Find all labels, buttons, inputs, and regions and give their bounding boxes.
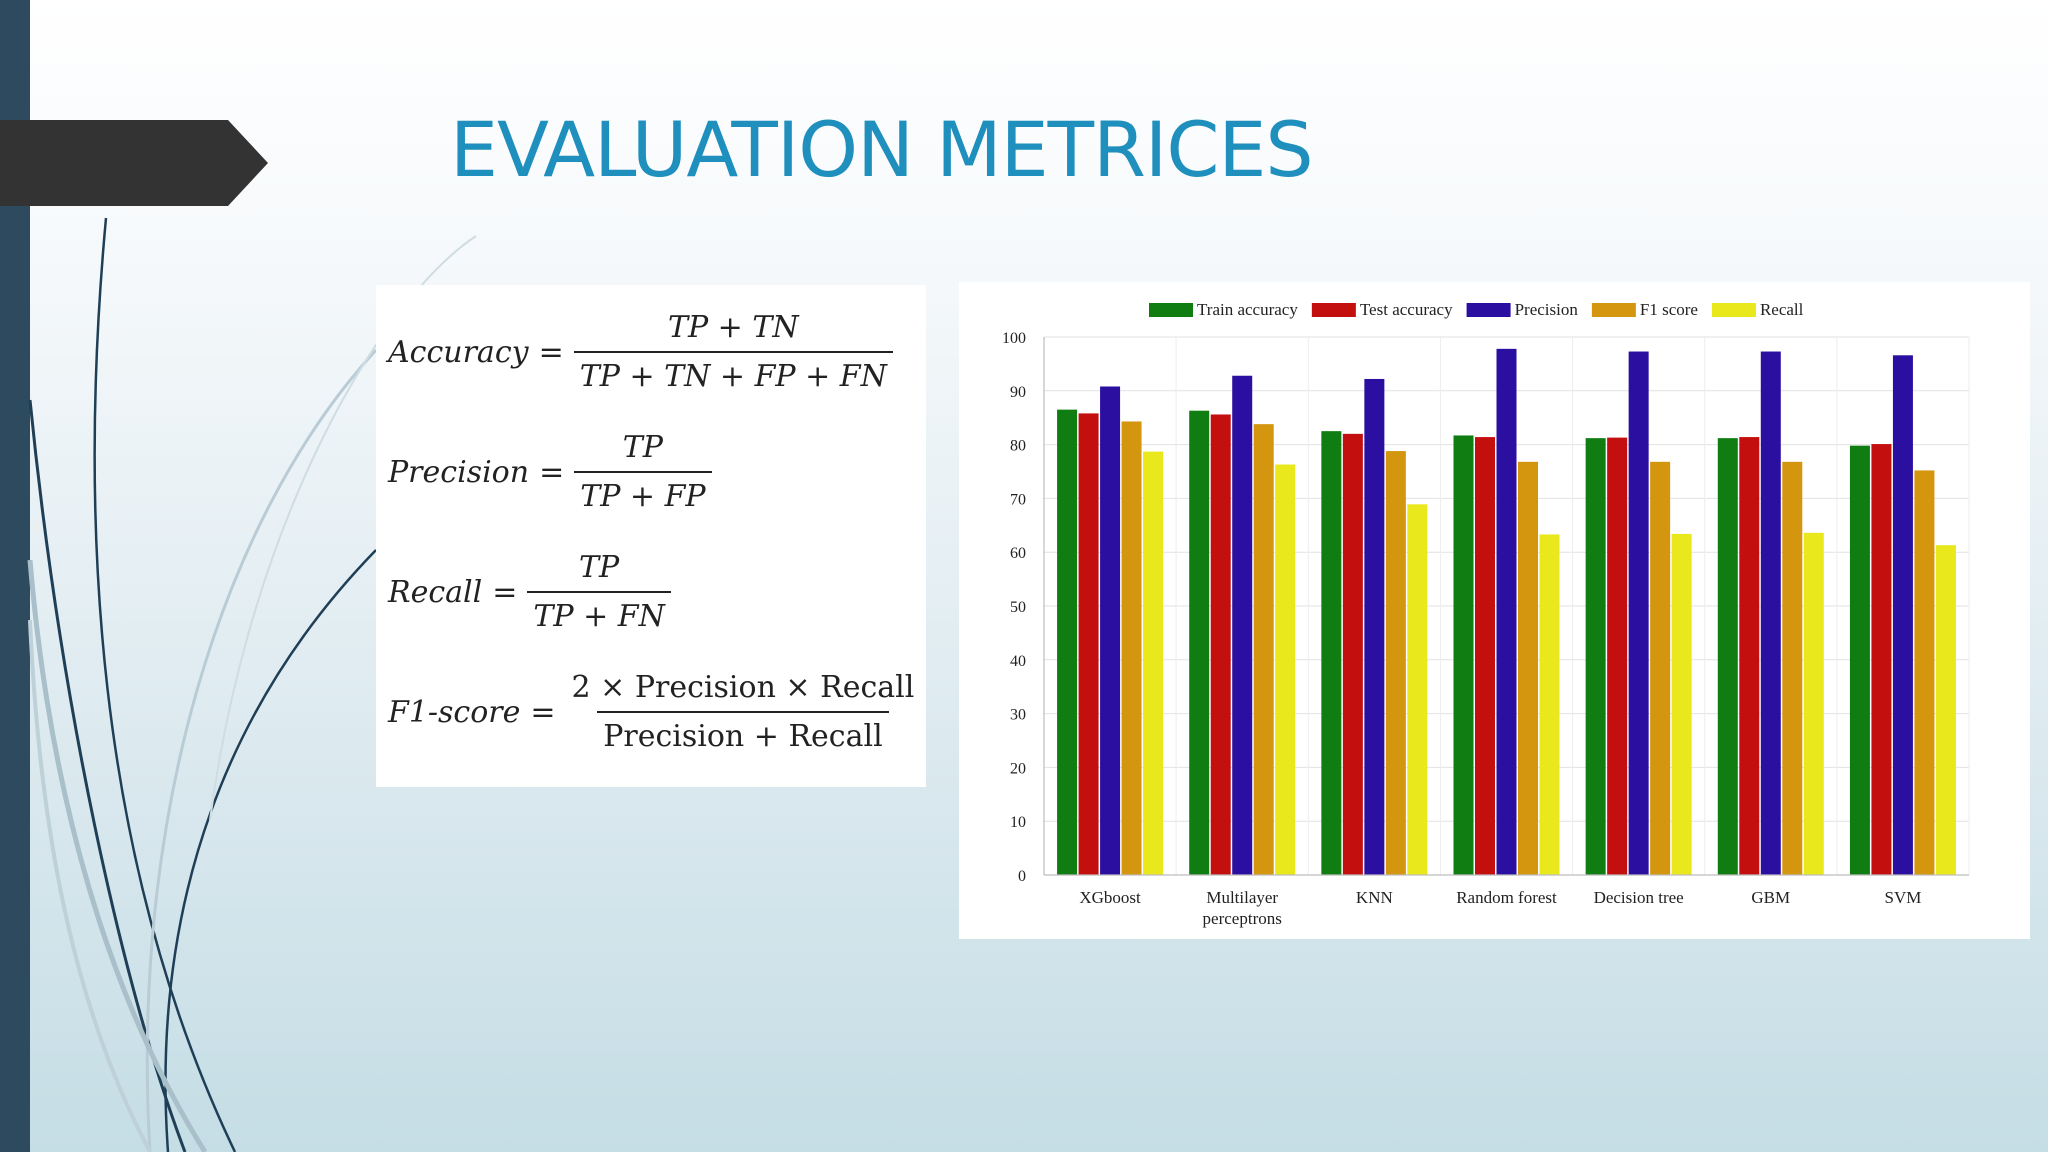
- equals-sign: =: [530, 694, 556, 730]
- equals-sign: =: [539, 454, 565, 490]
- y-tick-label: 50: [1010, 599, 1026, 616]
- bar: [1760, 351, 1781, 875]
- formula-name: Recall: [388, 574, 483, 610]
- title-arrow-tab: [0, 120, 268, 206]
- y-tick-label: 0: [1018, 868, 1026, 885]
- bar: [1849, 445, 1870, 875]
- legend-swatch: [1466, 303, 1511, 317]
- legend-label: Test accuracy: [1360, 300, 1453, 319]
- bar: [1385, 451, 1406, 875]
- accuracy-formula: Accuracy = TP + TN TP + TN + FP + FN: [388, 310, 893, 394]
- numerator: TP: [579, 550, 620, 585]
- bar: [1253, 424, 1274, 875]
- x-tick-label: GBM: [1751, 888, 1790, 907]
- equals-sign: =: [492, 574, 518, 610]
- legend-label: Train accuracy: [1197, 300, 1298, 319]
- bar: [1100, 386, 1121, 875]
- f1-score-formula: F1-score = 2 × Precision × Recall Precis…: [388, 670, 920, 754]
- fraction: TP TP + FP: [574, 430, 712, 514]
- bar: [1628, 351, 1649, 875]
- bar: [1364, 378, 1385, 875]
- y-tick-label: 30: [1010, 707, 1026, 724]
- bar: [1539, 534, 1560, 875]
- precision-formula: Precision = TP TP + FP: [388, 430, 712, 514]
- numerator: TP + TN: [667, 310, 799, 345]
- bar: [1892, 355, 1913, 875]
- bar: [1717, 438, 1738, 875]
- bar: [1607, 437, 1628, 875]
- bar: [1803, 532, 1824, 875]
- bar: [1475, 437, 1495, 875]
- legend-swatch: [1711, 303, 1756, 317]
- formula-name: Precision: [388, 454, 530, 490]
- y-tick-label: 20: [1010, 760, 1026, 777]
- bar: [1121, 421, 1142, 875]
- y-tick-label: 90: [1010, 384, 1026, 401]
- bar: [1275, 464, 1296, 875]
- bar: [1496, 348, 1517, 875]
- formula-panel: Accuracy = TP + TN TP + TN + FP + FN Pre…: [376, 285, 926, 787]
- chart-panel: 0 10 20 30 40 50 60 70 80 90 100 XGboost Multilayer p…: [959, 282, 2030, 939]
- bar: [1342, 433, 1363, 875]
- bar: [1871, 444, 1892, 875]
- denominator: TP + FN: [527, 591, 671, 634]
- bar: [1210, 414, 1231, 875]
- bar: [1057, 409, 1078, 875]
- legend-label: Recall: [1760, 300, 1804, 319]
- bar: [1671, 533, 1692, 875]
- formula-name: Accuracy: [388, 334, 529, 370]
- y-tick-label: 40: [1010, 653, 1026, 670]
- y-tick-label: 10: [1010, 814, 1026, 831]
- fraction: 2 × Precision × Recall Precision + Recal…: [566, 670, 921, 754]
- x-tick-label: Multilayer: [1206, 888, 1278, 907]
- bar: [1232, 375, 1253, 875]
- x-tick-label: SVM: [1884, 888, 1921, 907]
- x-tick-label: KNN: [1356, 888, 1393, 907]
- denominator: Precision + Recall: [597, 711, 889, 754]
- bar: [1189, 410, 1210, 875]
- bar: [1782, 461, 1803, 875]
- legend-swatch: [1311, 303, 1356, 317]
- fraction: TP + TN TP + TN + FP + FN: [573, 310, 893, 394]
- formula-name: F1-score: [388, 694, 521, 730]
- bar: [1914, 470, 1935, 875]
- denominator: TP + TN + FP + FN: [573, 351, 893, 394]
- recall-formula: Recall = TP TP + FN: [388, 550, 671, 634]
- fraction: TP TP + FN: [527, 550, 671, 634]
- page-title: EVALUATION METRICES: [450, 105, 1314, 194]
- denominator: TP + FP: [574, 471, 712, 514]
- bar: [1453, 435, 1474, 875]
- y-tick-label: 100: [1002, 330, 1026, 347]
- numerator: TP: [622, 430, 663, 465]
- equals-sign: =: [538, 334, 564, 370]
- legend-label: Precision: [1515, 300, 1579, 319]
- y-tick-label: 60: [1010, 545, 1026, 562]
- x-tick-label: XGboost: [1079, 888, 1141, 907]
- grouped-bar-chart: 0 10 20 30 40 50 60 70 80 90 100 XGboost Multilayer p…: [1002, 300, 1970, 928]
- bar: [1407, 504, 1428, 875]
- legend-label: F1 score: [1640, 300, 1698, 319]
- y-tick-label: 80: [1010, 438, 1026, 455]
- bar: [1739, 437, 1760, 875]
- bar: [1650, 461, 1671, 875]
- bar: [1321, 431, 1342, 875]
- bar: [1143, 451, 1164, 875]
- x-tick-label: Decision tree: [1594, 888, 1684, 907]
- bar: [1518, 461, 1538, 875]
- legend-swatch: [1591, 303, 1636, 317]
- bar: [1585, 438, 1606, 875]
- y-tick-label: 70: [1010, 491, 1026, 508]
- numerator: 2 × Precision × Recall: [571, 670, 915, 705]
- bar: [1078, 413, 1099, 875]
- x-tick-label: Random forest: [1456, 888, 1557, 907]
- bar: [1935, 545, 1956, 875]
- decorative-curves: [27, 217, 477, 1152]
- legend-swatch: [1149, 303, 1193, 317]
- x-tick-label: perceptrons: [1203, 909, 1282, 928]
